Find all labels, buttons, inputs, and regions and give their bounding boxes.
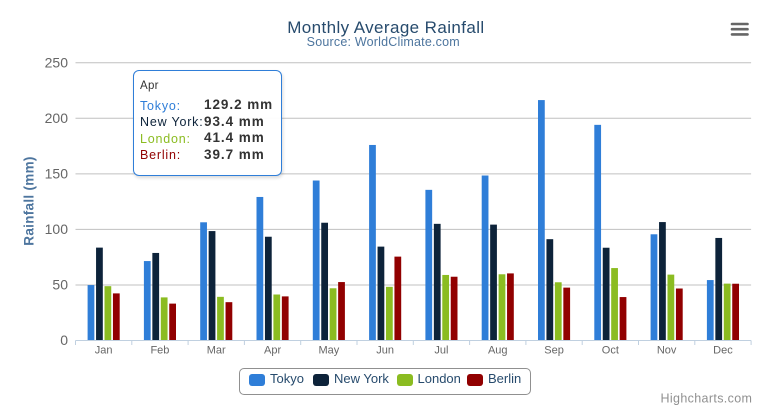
- svg-text:Aug: Aug: [488, 345, 508, 357]
- svg-text:Highcharts.com: Highcharts.com: [661, 391, 753, 405]
- svg-text:Rainfall (mm): Rainfall (mm): [22, 156, 37, 245]
- svg-text:Monthly Average Rainfall: Monthly Average Rainfall: [287, 18, 484, 37]
- svg-text:Source: WorldClimate.com: Source: WorldClimate.com: [307, 35, 460, 49]
- svg-text:Sep: Sep: [544, 345, 564, 357]
- svg-text:Feb: Feb: [150, 345, 169, 357]
- svg-text:May: May: [318, 345, 339, 357]
- svg-text:100: 100: [45, 221, 69, 237]
- svg-text:Nov: Nov: [657, 345, 677, 357]
- svg-text:Apr: Apr: [264, 345, 281, 357]
- svg-text:0: 0: [60, 332, 68, 348]
- svg-text:Oct: Oct: [602, 345, 619, 357]
- svg-text:150: 150: [45, 165, 69, 181]
- svg-text:Jun: Jun: [376, 345, 394, 357]
- svg-text:Mar: Mar: [207, 345, 226, 357]
- svg-text:50: 50: [52, 277, 68, 293]
- svg-text:Jan: Jan: [95, 345, 113, 357]
- svg-text:200: 200: [45, 110, 69, 126]
- svg-text:250: 250: [45, 54, 69, 70]
- svg-text:Jul: Jul: [434, 345, 448, 357]
- svg-text:Dec: Dec: [713, 345, 733, 357]
